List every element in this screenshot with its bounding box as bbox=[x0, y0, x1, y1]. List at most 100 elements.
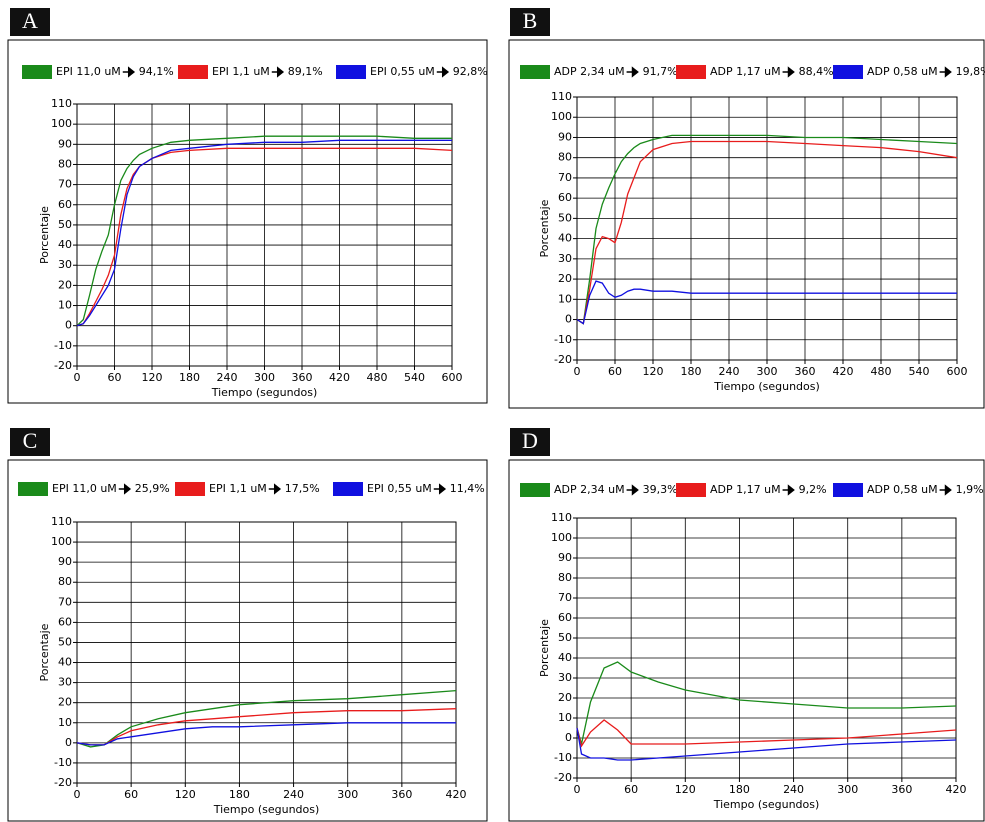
y-tick-label: 0 bbox=[65, 736, 72, 749]
data-line bbox=[576, 719, 957, 748]
y-tick-label: 40 bbox=[58, 656, 72, 669]
y-tick-label: -20 bbox=[554, 771, 572, 784]
x-tick-label: 420 bbox=[446, 788, 467, 801]
x-tick-label: 120 bbox=[643, 365, 664, 378]
y-tick-label: -10 bbox=[54, 756, 72, 769]
y-tick-label: 60 bbox=[58, 198, 72, 211]
y-tick-label: 110 bbox=[51, 97, 72, 110]
y-tick-label: 0 bbox=[565, 731, 572, 744]
x-axis-title: Tiempo (segundos) bbox=[713, 380, 820, 393]
data-line bbox=[576, 134, 958, 325]
x-tick-label: 240 bbox=[217, 371, 238, 384]
y-tick-label: 10 bbox=[558, 711, 572, 724]
x-tick-label: 60 bbox=[608, 365, 622, 378]
y-tick-label: 10 bbox=[558, 292, 572, 305]
y-tick-label: 70 bbox=[58, 595, 72, 608]
y-tick-label: 0 bbox=[565, 313, 572, 326]
x-tick-label: 180 bbox=[229, 788, 250, 801]
legend-swatch bbox=[333, 482, 363, 496]
y-tick-label: 80 bbox=[558, 151, 572, 164]
y-tick-label: 70 bbox=[558, 171, 572, 184]
y-tick-label: 20 bbox=[558, 691, 572, 704]
x-tick-label: 540 bbox=[909, 365, 930, 378]
y-tick-label: -20 bbox=[54, 776, 72, 789]
x-tick-label: 180 bbox=[179, 371, 200, 384]
x-tick-label: 300 bbox=[837, 783, 858, 796]
x-tick-label: 180 bbox=[681, 365, 702, 378]
data-line bbox=[576, 727, 957, 761]
x-tick-label: 0 bbox=[74, 371, 81, 384]
panel-border bbox=[7, 459, 488, 822]
y-tick-label: 50 bbox=[558, 631, 572, 644]
legend-arrow bbox=[939, 66, 952, 78]
y-tick-label: 50 bbox=[558, 211, 572, 224]
x-tick-label: 300 bbox=[254, 371, 275, 384]
legend-label: EPI 11,0 uM bbox=[52, 482, 117, 495]
legend-arrow bbox=[122, 66, 136, 78]
x-tick-label: 360 bbox=[391, 788, 412, 801]
panel-label: D bbox=[522, 428, 538, 453]
x-tick-label: 360 bbox=[795, 365, 816, 378]
y-tick-label: -20 bbox=[54, 359, 72, 372]
x-tick-label: 60 bbox=[108, 371, 122, 384]
legend-result: 25,9% bbox=[135, 482, 170, 495]
y-tick-label: 100 bbox=[51, 535, 72, 548]
legend-arrow bbox=[271, 66, 285, 78]
y-tick-label: -10 bbox=[54, 339, 72, 352]
legend-swatch bbox=[178, 65, 208, 79]
x-tick-label: 480 bbox=[367, 371, 388, 384]
y-tick-label: 40 bbox=[58, 238, 72, 251]
panel-border bbox=[508, 459, 985, 822]
x-tick-label: 480 bbox=[871, 365, 892, 378]
y-tick-label: 110 bbox=[51, 515, 72, 528]
x-tick-label: 180 bbox=[729, 783, 750, 796]
y-tick-label: 70 bbox=[58, 178, 72, 191]
y-tick-label: 30 bbox=[558, 671, 572, 684]
x-tick-label: 540 bbox=[404, 371, 425, 384]
legend-swatch bbox=[336, 65, 366, 79]
legend-swatch bbox=[22, 65, 52, 79]
legend-label: ADP 1,17 uM bbox=[710, 65, 781, 78]
x-tick-label: 600 bbox=[947, 365, 968, 378]
x-tick-label: 360 bbox=[891, 783, 912, 796]
y-axis-title: Porcentaje bbox=[538, 619, 551, 677]
y-tick-label: 90 bbox=[558, 130, 572, 143]
y-tick-label: 90 bbox=[58, 137, 72, 150]
x-axis-title: Tiempo (segundos) bbox=[713, 798, 820, 811]
data-line bbox=[76, 722, 456, 746]
x-tick-label: 0 bbox=[574, 365, 581, 378]
legend-label: ADP 0,58 uM bbox=[867, 483, 938, 496]
legend-arrow bbox=[436, 66, 450, 78]
legend-swatch bbox=[175, 482, 205, 496]
x-tick-label: 240 bbox=[719, 365, 740, 378]
y-tick-label: 90 bbox=[558, 551, 572, 564]
x-tick-label: 60 bbox=[124, 788, 138, 801]
legend-arrow bbox=[626, 66, 639, 78]
y-axis-title: Porcentaje bbox=[38, 623, 51, 681]
x-tick-label: 240 bbox=[783, 783, 804, 796]
legend-label: EPI 11,0 uM bbox=[56, 65, 121, 78]
legend-label: ADP 1,17 uM bbox=[710, 483, 781, 496]
panel-label-box bbox=[10, 8, 50, 36]
legend-label: EPI 0,55 uM bbox=[367, 482, 432, 495]
legend-result: 17,5% bbox=[285, 482, 320, 495]
y-tick-label: 20 bbox=[558, 272, 572, 285]
legend-result: 94,1% bbox=[139, 65, 174, 78]
y-tick-label: 90 bbox=[58, 555, 72, 568]
y-tick-label: 10 bbox=[58, 716, 72, 729]
y-tick-label: 30 bbox=[58, 258, 72, 271]
legend-result: 1,9% bbox=[956, 483, 984, 496]
panel-label-box bbox=[510, 428, 550, 456]
y-tick-label: -10 bbox=[554, 333, 572, 346]
x-axis-title: Tiempo (segundos) bbox=[213, 803, 320, 816]
y-tick-label: 80 bbox=[58, 157, 72, 170]
legend-label: EPI 1,1 uM bbox=[209, 482, 267, 495]
legend-swatch bbox=[520, 65, 550, 79]
panel-label: B bbox=[523, 8, 538, 33]
y-tick-label: 30 bbox=[58, 676, 72, 689]
y-tick-label: 70 bbox=[558, 591, 572, 604]
y-tick-label: 110 bbox=[551, 511, 572, 524]
legend-label: EPI 1,1 uM bbox=[212, 65, 270, 78]
legend-result: 88,4% bbox=[799, 65, 834, 78]
